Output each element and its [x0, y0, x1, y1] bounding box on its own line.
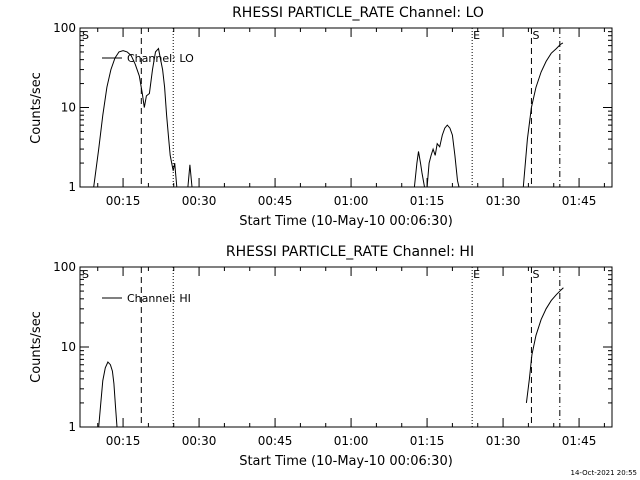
- x-tick-label: 01:30: [486, 194, 521, 208]
- x-tick-label: 01:00: [334, 194, 369, 208]
- event-marker-label: S: [532, 29, 539, 42]
- x-ticks: 00:15 00:30 00:45 01:00 01:15 01:30 01:45: [97, 267, 605, 448]
- timestamp-label: 14-Oct-2021 20:55: [571, 469, 637, 477]
- event-marker-label: E: [473, 29, 480, 42]
- x-tick-label: 01:15: [410, 194, 445, 208]
- y-tick-label: 10: [61, 340, 76, 354]
- x-tick-label: 00:15: [106, 194, 141, 208]
- chart-title: RHESSI PARTICLE_RATE Channel: HI: [226, 244, 474, 260]
- x-axis-label: Start Time (10-May-10 00:06:30): [239, 454, 453, 469]
- x-tick-label: 00:30: [182, 434, 217, 448]
- x-axis-label: Start Time (10-May-10 00:06:30): [239, 214, 453, 229]
- x-tick-label: 01:45: [562, 434, 597, 448]
- plot-frame: [79, 266, 613, 428]
- x-tick-label: 01:45: [562, 194, 597, 208]
- x-tick-label: 01:00: [334, 434, 369, 448]
- chart-panel-lo: RHESSI PARTICLE_RATE Channel: LO Start T…: [29, 5, 613, 229]
- event-marker-label: S: [82, 268, 89, 281]
- y-ticks: 1 10 100: [53, 21, 612, 194]
- event-marker-label: S: [82, 29, 89, 42]
- series-line: [187, 164, 193, 188]
- y-tick-label: 10: [61, 101, 76, 115]
- x-ticks: 00:15 00:30 00:45 01:00 01:15 01:30 01:45: [97, 28, 605, 208]
- x-tick-label: 00:15: [106, 434, 141, 448]
- y-axis-label: Counts/sec: [29, 311, 44, 383]
- series-line: [525, 287, 564, 403]
- y-axis-label: Counts/sec: [29, 72, 44, 144]
- x-tick-label: 00:45: [258, 434, 293, 448]
- event-marker-label: S: [532, 268, 539, 281]
- legend-label: Channel: HI: [127, 292, 191, 305]
- x-tick-label: 01:15: [410, 434, 445, 448]
- chart-title: RHESSI PARTICLE_RATE Channel: LO: [232, 5, 484, 21]
- y-tick-label: 100: [53, 21, 76, 35]
- series-line: [413, 124, 460, 188]
- y-tick-label: 100: [53, 260, 76, 274]
- series-lines: [98, 287, 564, 428]
- series-lines: [93, 42, 564, 188]
- x-tick-label: 00:45: [258, 194, 293, 208]
- event-marker-label: E: [473, 268, 480, 281]
- series-line: [98, 361, 118, 428]
- axes: [79, 266, 613, 428]
- y-tick-label: 1: [68, 180, 76, 194]
- x-tick-label: 01:30: [486, 434, 521, 448]
- y-ticks: 1 10 100: [53, 260, 612, 434]
- chart-panel-hi: RHESSI PARTICLE_RATE Channel: HI Start T…: [29, 244, 613, 469]
- series-line: [93, 47, 178, 188]
- x-tick-label: 00:30: [182, 194, 217, 208]
- y-tick-label: 1: [68, 420, 76, 434]
- series-line: [522, 42, 564, 188]
